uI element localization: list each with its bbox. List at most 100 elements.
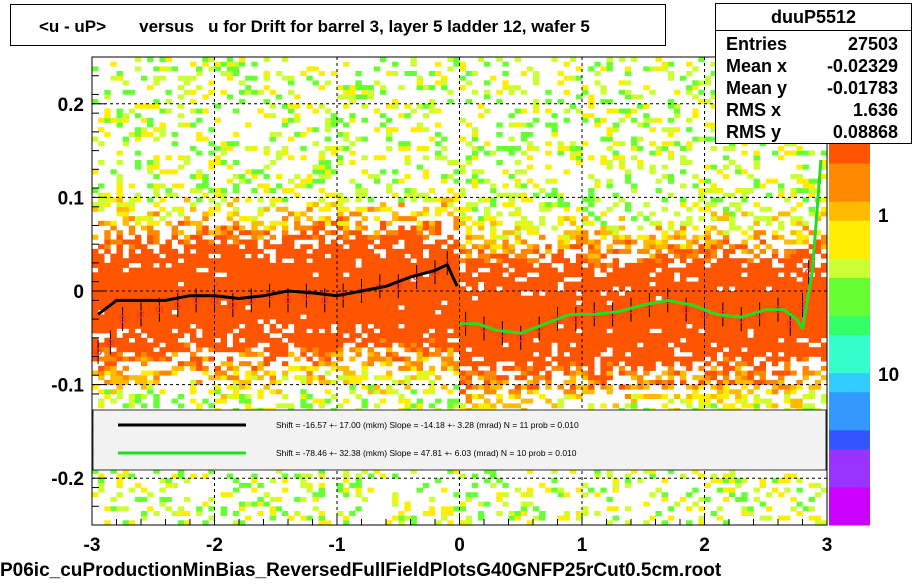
heatmap-cell: [612, 258, 619, 264]
heatmap-cell: [294, 295, 301, 301]
heatmap-cell: [545, 300, 552, 306]
heatmap-cell: [392, 258, 399, 264]
heatmap-cell: [496, 305, 503, 310]
heatmap-cell: [404, 174, 411, 179]
heatmap-cell: [196, 314, 203, 320]
heatmap-cell: [557, 80, 564, 86]
heatmap-cell: [465, 291, 472, 296]
heatmap-cell: [355, 136, 362, 142]
heatmap-cell: [661, 351, 668, 357]
heatmap-cell: [588, 291, 595, 296]
heatmap-cell: [361, 244, 368, 250]
heatmap-cell: [612, 267, 619, 273]
heatmap-cell: [386, 328, 393, 334]
heatmap-cell: [722, 211, 730, 217]
heatmap-cell: [220, 234, 227, 240]
heatmap-cell: [459, 277, 466, 282]
heatmap-cell: [698, 515, 705, 521]
heatmap-cell: [722, 342, 730, 348]
heatmap-cell: [349, 244, 356, 250]
heatmap-cell: [104, 262, 111, 268]
heatmap-cell: [300, 286, 307, 292]
heatmap-cell: [245, 239, 252, 245]
heatmap-cell: [686, 239, 693, 245]
heatmap-cell: [306, 127, 313, 133]
heatmap-cell: [624, 244, 632, 250]
heatmap-cell: [747, 361, 754, 367]
heatmap-cell: [422, 305, 430, 310]
heatmap-cell: [661, 492, 668, 498]
heatmap-cell: [637, 319, 644, 325]
heatmap-cell: [312, 342, 319, 348]
heatmap-cell: [355, 295, 362, 301]
heatmap-cell: [533, 75, 540, 81]
heatmap-cell: [147, 253, 154, 259]
heatmap-cell: [649, 379, 656, 385]
heatmap-cell: [367, 384, 374, 390]
heatmap-cell: [484, 281, 491, 287]
heatmap-cell: [392, 230, 399, 236]
heatmap-cell: [477, 291, 485, 296]
heatmap-cell: [624, 80, 632, 86]
heatmap-cell: [386, 300, 393, 306]
heatmap-cell: [183, 258, 191, 264]
heatmap-cell: [122, 309, 129, 315]
heatmap-cell: [306, 356, 313, 362]
heatmap-cell: [288, 178, 295, 184]
heatmap-cell: [343, 267, 350, 273]
heatmap-cell: [557, 365, 564, 371]
heatmap-cell: [122, 141, 129, 147]
heatmap-cell: [716, 506, 724, 512]
heatmap-cell: [196, 230, 203, 236]
heatmap-cell: [551, 468, 558, 474]
heatmap-cell: [477, 384, 485, 390]
heatmap-cell: [637, 145, 644, 151]
heatmap-cell: [245, 337, 252, 343]
heatmap-cell: [300, 234, 307, 240]
heatmap-cell: [698, 295, 705, 301]
heatmap-cell: [147, 216, 154, 222]
heatmap-cell: [98, 197, 105, 203]
heatmap-cell: [722, 403, 730, 409]
heatmap-cell: [490, 197, 497, 203]
heatmap-cell: [557, 384, 564, 390]
heatmap-cell: [686, 85, 693, 91]
heatmap-cell: [275, 253, 283, 259]
heatmap-cell: [177, 253, 185, 259]
heatmap-cell: [520, 501, 528, 507]
heatmap-cell: [275, 506, 283, 512]
heatmap-cell: [545, 286, 552, 292]
heatmap-cell: [514, 225, 521, 231]
heatmap-cell: [459, 379, 466, 385]
heatmap-cell: [263, 300, 270, 306]
heatmap-cell: [214, 117, 221, 123]
heatmap-cell: [116, 291, 123, 296]
heatmap-cell: [447, 351, 454, 357]
heatmap-cell: [441, 384, 448, 390]
heatmap-cell: [404, 192, 411, 198]
heatmap-cell: [600, 361, 607, 367]
heatmap-cell: [318, 314, 325, 320]
heatmap-cell: [741, 342, 748, 348]
heatmap-cell: [465, 230, 472, 236]
heatmap-cell: [367, 300, 374, 306]
heatmap-cell: [710, 89, 717, 95]
heatmap-cell: [624, 305, 632, 310]
heatmap-cell: [612, 239, 619, 245]
heatmap-cell: [637, 281, 644, 287]
heatmap-cell: [661, 379, 668, 385]
heatmap-cell: [232, 108, 240, 114]
heatmap-cell: [220, 258, 227, 264]
heatmap-cell: [539, 262, 546, 268]
heatmap-cell: [232, 277, 240, 282]
heatmap-cell: [526, 164, 534, 170]
heatmap-cell: [232, 239, 240, 245]
heatmap-cell: [496, 244, 503, 250]
heatmap-cell: [477, 145, 485, 151]
heatmap-cell: [386, 220, 393, 226]
heatmap-cell: [232, 225, 240, 231]
heatmap-cell: [92, 206, 99, 212]
heatmap-cell: [318, 253, 325, 259]
heatmap-cell: [257, 291, 264, 296]
heatmap-cell: [741, 323, 748, 329]
